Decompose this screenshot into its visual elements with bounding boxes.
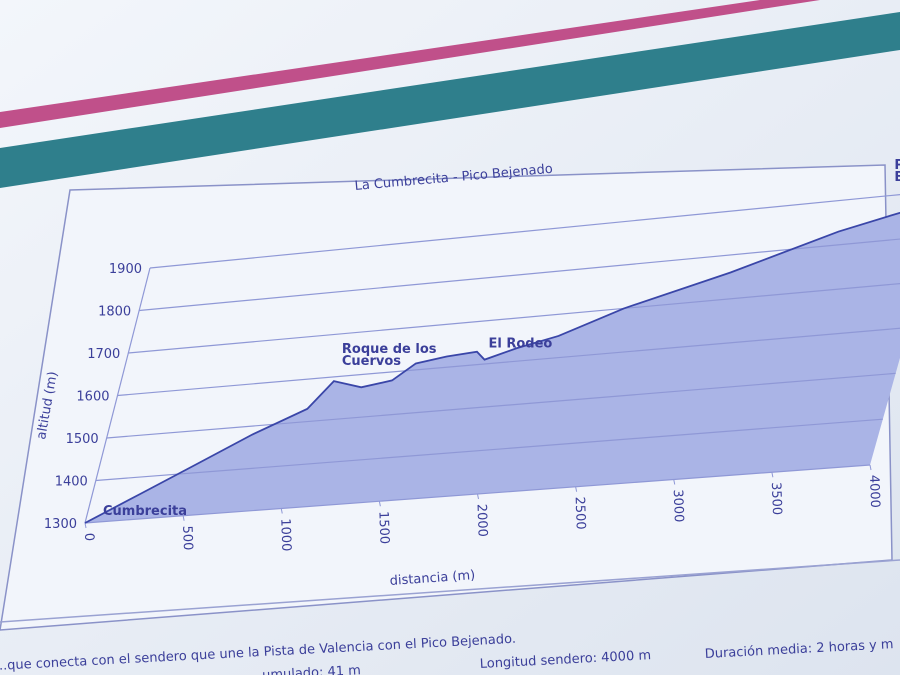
divider — [0, 559, 900, 623]
y-tick-label: 1900 — [109, 262, 142, 277]
annotation: Cuervos — [342, 354, 401, 369]
x-tick — [280, 508, 283, 514]
x-tick-label: 3000 — [670, 489, 686, 523]
y-tick-label: 1800 — [98, 305, 131, 320]
x-tick — [869, 464, 872, 471]
annotation: El Rodeo — [489, 337, 553, 352]
x-tick-label: 2500 — [572, 496, 588, 530]
area — [85, 212, 900, 523]
grid-line — [128, 282, 900, 354]
grid-line — [139, 238, 900, 312]
x-tick-label: 1500 — [375, 511, 391, 545]
x-tick-label: 1000 — [277, 518, 293, 552]
y-tick-label: 1600 — [76, 390, 109, 405]
x-tick-label: 500 — [179, 525, 195, 550]
x-tick — [477, 493, 479, 500]
grid-line — [95, 418, 883, 482]
pink-stripe — [0, 0, 820, 128]
y-tick-label: 1500 — [66, 432, 99, 447]
annotation: Roque de los — [342, 342, 437, 357]
y-tick-label: 1300 — [44, 517, 77, 532]
footer-text: ...umulado: 41 m — [249, 663, 361, 675]
x-tick — [182, 515, 185, 521]
teal-stripe — [0, 12, 900, 188]
x-tick-label: 0 — [81, 533, 96, 542]
x-tick — [673, 479, 676, 485]
y-axis — [84, 267, 151, 524]
x-tick — [771, 472, 774, 478]
x-tick-label: 4000 — [866, 475, 882, 509]
y-tick-label: 1400 — [55, 475, 88, 490]
x-tick — [575, 486, 578, 492]
grid-line — [149, 193, 900, 269]
annotation: Bejenado — [894, 170, 900, 185]
x-tick-label: 2000 — [474, 504, 490, 538]
plot: 1300 1400 1500 1600 1700 1800 1900 0 500 1000 1500… — [44, 158, 900, 552]
x-axis-label: distancia (m) — [389, 568, 475, 589]
annotation: Cumbrecita — [103, 504, 187, 519]
x-tick-label: 3500 — [768, 482, 784, 516]
grid-line — [117, 327, 900, 397]
y-tick-label: 1700 — [87, 347, 120, 362]
x-tick — [378, 501, 381, 507]
x-tick — [84, 522, 87, 529]
grid-line — [106, 372, 896, 439]
profile-line — [84, 211, 900, 524]
annotation: Pico — [894, 158, 900, 173]
